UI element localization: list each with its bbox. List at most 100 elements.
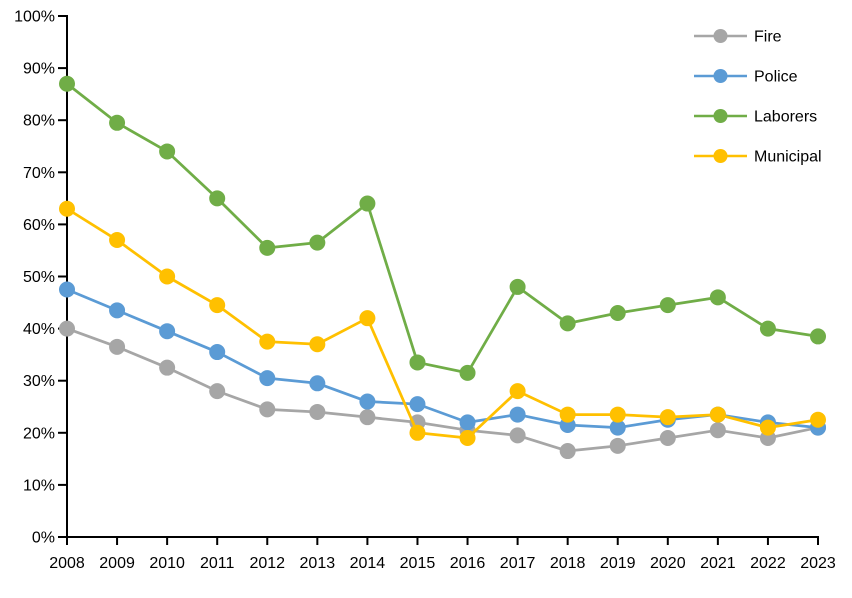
data-point-police-2015 xyxy=(409,396,426,413)
y-tick-label: 40% xyxy=(23,321,55,338)
data-point-laborers-2009 xyxy=(109,114,126,131)
data-point-municipal-2015 xyxy=(409,424,426,441)
legend-item-municipal: Municipal xyxy=(694,149,822,166)
data-point-laborers-2017 xyxy=(509,278,526,295)
data-point-fire-2018 xyxy=(559,443,576,460)
data-point-laborers-2008 xyxy=(59,75,75,92)
data-point-police-2010 xyxy=(159,323,176,340)
legend-marker-icon xyxy=(713,149,728,163)
data-point-laborers-2023 xyxy=(810,328,826,345)
data-point-fire-2011 xyxy=(209,383,226,400)
data-point-fire-2014 xyxy=(359,409,376,426)
data-point-municipal-2010 xyxy=(159,268,176,285)
legend-marker-icon xyxy=(713,69,728,83)
series-line-municipal xyxy=(66,207,819,440)
data-point-laborers-2020 xyxy=(659,297,676,314)
y-tick-label: 50% xyxy=(23,269,55,286)
x-tick-label: 2011 xyxy=(200,555,235,572)
data-point-municipal-2018 xyxy=(559,406,576,423)
data-point-municipal-2009 xyxy=(109,232,126,249)
series-line-police xyxy=(66,288,819,429)
data-point-municipal-2014 xyxy=(359,310,376,327)
data-point-laborers-2015 xyxy=(409,354,426,371)
data-point-police-2011 xyxy=(209,344,226,361)
data-point-fire-2009 xyxy=(109,338,126,355)
data-point-municipal-2019 xyxy=(609,406,626,423)
data-point-fire-2012 xyxy=(259,401,276,418)
legend-item-fire: Fire xyxy=(694,29,782,46)
data-point-municipal-2020 xyxy=(659,409,676,426)
data-point-fire-2019 xyxy=(609,437,626,454)
data-point-police-2016 xyxy=(459,414,476,431)
y-tick-label: 70% xyxy=(23,165,55,182)
x-tick-label: 2021 xyxy=(700,555,736,572)
y-tick-label: 80% xyxy=(23,113,55,130)
series-fire xyxy=(59,320,826,460)
data-point-municipal-2021 xyxy=(709,406,726,423)
x-tick-label: 2023 xyxy=(800,555,836,572)
data-point-municipal-2022 xyxy=(759,419,776,436)
x-tick-label: 2018 xyxy=(550,555,586,572)
x-tick-label: 2013 xyxy=(300,555,336,572)
data-point-police-2008 xyxy=(59,281,75,298)
legend-marker-icon xyxy=(713,29,728,43)
data-point-fire-2021 xyxy=(709,422,726,439)
data-point-laborers-2011 xyxy=(209,190,226,207)
series-line-laborers xyxy=(66,82,819,375)
x-tick-label: 2017 xyxy=(500,555,536,572)
data-point-laborers-2010 xyxy=(159,143,176,160)
data-point-fire-2008 xyxy=(59,320,75,337)
data-point-municipal-2011 xyxy=(209,297,226,314)
x-tick-label: 2012 xyxy=(249,555,285,572)
data-point-municipal-2016 xyxy=(459,430,476,447)
x-tick-label: 2019 xyxy=(600,555,636,572)
x-tick-label: 2008 xyxy=(49,555,85,572)
x-tick-label: 2020 xyxy=(650,555,686,572)
x-tick-label: 2014 xyxy=(350,555,386,572)
legend: Fire Police Laborers Municipal xyxy=(694,29,822,166)
data-point-municipal-2013 xyxy=(309,336,326,353)
data-point-fire-2017 xyxy=(509,427,526,444)
legend-label: Municipal xyxy=(754,149,822,166)
legend-label: Laborers xyxy=(754,109,817,126)
data-point-laborers-2021 xyxy=(709,289,726,306)
legend-label: Police xyxy=(754,69,798,86)
data-point-municipal-2017 xyxy=(509,383,526,400)
data-point-laborers-2022 xyxy=(759,320,776,337)
data-point-laborers-2016 xyxy=(459,364,476,381)
series-line-fire xyxy=(66,327,819,453)
data-point-fire-2010 xyxy=(159,359,176,376)
data-point-police-2012 xyxy=(259,370,276,387)
legend-item-laborers: Laborers xyxy=(694,109,817,126)
x-tick-label: 2009 xyxy=(99,555,135,572)
y-tick-label: 100% xyxy=(14,9,55,26)
data-point-laborers-2014 xyxy=(359,195,376,212)
x-tick-label: 2015 xyxy=(400,555,436,572)
legend-label: Fire xyxy=(754,29,782,46)
series-municipal xyxy=(59,200,826,447)
y-tick-label: 20% xyxy=(23,425,55,442)
x-tick-label: 2010 xyxy=(149,555,185,572)
data-point-fire-2013 xyxy=(309,403,326,420)
data-point-municipal-2008 xyxy=(59,200,75,217)
y-tick-label: 60% xyxy=(23,217,55,234)
data-point-fire-2020 xyxy=(659,430,676,447)
data-point-laborers-2019 xyxy=(609,304,626,321)
data-point-laborers-2012 xyxy=(259,239,276,256)
series-laborers xyxy=(59,75,826,381)
y-tick-label: 10% xyxy=(23,477,55,494)
y-tick-label: 0% xyxy=(32,530,55,547)
data-point-police-2014 xyxy=(359,393,376,410)
x-tick-label: 2016 xyxy=(450,555,486,572)
legend-marker-icon xyxy=(713,109,728,123)
data-point-police-2013 xyxy=(309,375,326,392)
legend-item-police: Police xyxy=(694,69,798,86)
data-point-police-2009 xyxy=(109,302,126,319)
y-tick-label: 90% xyxy=(23,61,55,78)
x-tick-label: 2022 xyxy=(750,555,786,572)
data-point-laborers-2018 xyxy=(559,315,576,332)
data-point-laborers-2013 xyxy=(309,234,326,251)
data-point-municipal-2023 xyxy=(810,411,826,428)
